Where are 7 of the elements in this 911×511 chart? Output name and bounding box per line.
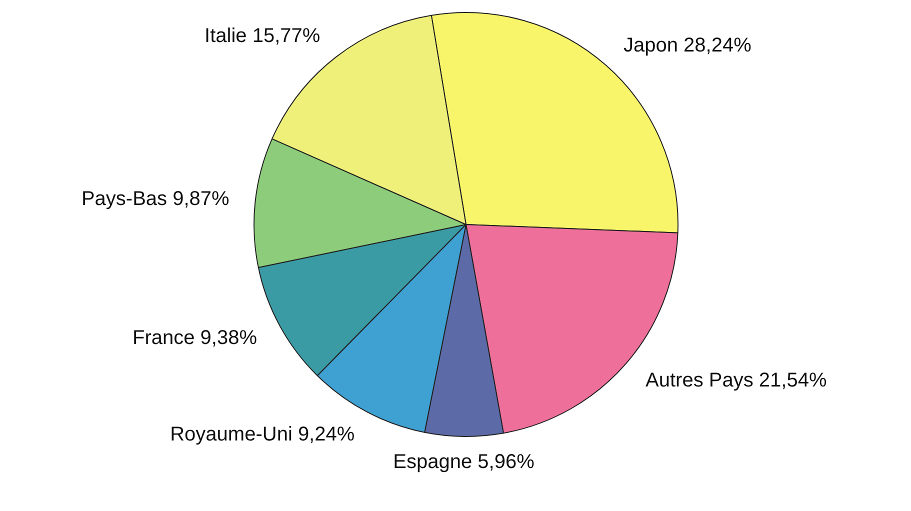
slice-label: France 9,38% — [132, 326, 258, 349]
slice-label: Espagne 5,96% — [393, 451, 535, 474]
slice-label: Autres Pays 21,54% — [646, 369, 827, 392]
slice-label: Japon 28,24% — [623, 34, 752, 57]
slice-label: Italie 15,77% — [204, 24, 320, 47]
slice-label: Pays-Bas 9,87% — [81, 188, 230, 210]
slice-label: Royaume-Uni 9,24% — [170, 423, 355, 446]
